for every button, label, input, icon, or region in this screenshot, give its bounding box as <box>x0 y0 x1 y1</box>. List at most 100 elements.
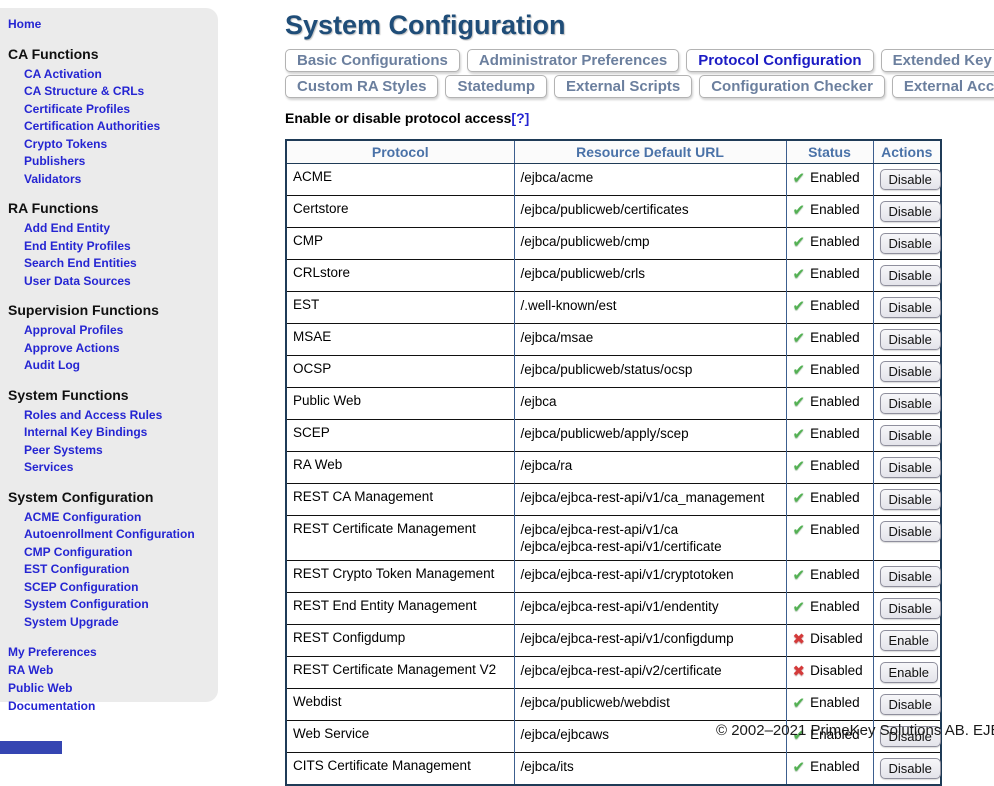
table-row-ra-web: RA Web/ejbca/ra ✔ Enabled Disable <box>285 451 942 484</box>
disable-button-rest-crypto-token-management[interactable]: Disable <box>879 566 941 587</box>
protocol-status: ✔ Enabled <box>785 515 874 561</box>
sidebar-item-internal-key-bindings[interactable]: Internal Key Bindings <box>24 425 148 439</box>
disable-button-ocsp[interactable]: Disable <box>879 361 941 382</box>
protocol-action-cell: Enable <box>872 624 942 657</box>
sidebar-footer-links: My Preferences RA Web Public Web Documentat… <box>8 643 212 715</box>
sidebar-item-ca-activation[interactable]: CA Activation <box>24 66 102 81</box>
sidebar-item-system-upgrade[interactable]: System Upgrade <box>24 614 119 629</box>
tab-statedump[interactable]: Statedump <box>445 75 547 98</box>
protocol-action-cell: Disable <box>872 227 942 260</box>
sidebar-item-home[interactable]: Home <box>8 17 42 31</box>
disable-button-public-web[interactable]: Disable <box>879 393 941 414</box>
url-line: /ejbca/ejbcaws <box>520 727 610 742</box>
disable-button-cmp[interactable]: Disable <box>879 233 941 254</box>
sidebar-item-cmp-configuration[interactable]: CMP Configuration <box>24 544 133 559</box>
protocol-name: EST <box>285 291 515 324</box>
status-text: Enabled <box>810 727 860 742</box>
protocol-action-cell: Enable <box>872 656 942 689</box>
status-check-icon: ✔ <box>792 298 806 315</box>
url-line: /.well-known/est <box>520 298 617 313</box>
disable-button-rest-ca-management[interactable]: Disable <box>879 489 941 510</box>
sidebar-item-audit-log[interactable]: Audit Log <box>24 358 80 372</box>
help-link[interactable]: [?] <box>511 110 530 126</box>
footer-band <box>0 741 62 754</box>
sidebar-item-est-configuration[interactable]: EST Configuration <box>24 562 130 576</box>
sidebar-item-my-preferences[interactable]: My Preferences <box>8 645 97 659</box>
protocol-name: Public Web <box>285 387 515 420</box>
disable-button-crlstore[interactable]: Disable <box>879 265 941 286</box>
copyright-footer: © 2002–2021 PrimeKey Solutions AB. EJB <box>716 722 994 739</box>
sidebar-section-title-ra-functions: RA Functions <box>8 200 99 216</box>
tab-custom-ra-styles[interactable]: Custom RA Styles <box>285 75 439 98</box>
sidebar-item-publishers[interactable]: Publishers <box>24 154 86 168</box>
sidebar-item-ra-web[interactable]: RA Web <box>8 663 54 677</box>
sidebar-item-ca-structure-crls[interactable]: CA Structure & CRLs <box>24 84 145 98</box>
sidebar-section-title-supervision-functions: Supervision Functions <box>8 302 159 318</box>
disable-button-cits-certificate-management[interactable]: Disable <box>879 758 941 779</box>
disable-button-msae[interactable]: Disable <box>879 329 941 350</box>
tab-configuration-checker[interactable]: Configuration Checker <box>699 75 885 98</box>
protocol-action-cell: Disable <box>872 752 942 785</box>
enable-button-rest-configdump[interactable]: Enable <box>879 630 938 651</box>
protocol-action-cell: Disable <box>872 163 942 196</box>
table-row-rest-crypto-token-management: REST Crypto Token Management/ejbca/ejbca… <box>285 560 942 593</box>
protocol-name: SCEP <box>285 419 515 452</box>
protocol-action-cell: Disable <box>872 259 942 292</box>
tab-administrator-preferences[interactable]: Administrator Preferences <box>466 49 680 72</box>
disable-button-est[interactable]: Disable <box>879 297 941 318</box>
protocol-action-cell: Disable <box>872 419 942 452</box>
sidebar-item-roles-and-access-rules[interactable]: Roles and Access Rules <box>24 407 163 422</box>
enable-button-rest-certificate-management-v2[interactable]: Enable <box>879 662 938 683</box>
sidebar-item-approve-actions[interactable]: Approve Actions <box>24 340 120 355</box>
sidebar-item-scep-configuration[interactable]: SCEP Configuration <box>24 579 139 594</box>
table-row-cmp: CMP/ejbca/publicweb/cmp ✔ Enabled Disable <box>285 227 942 260</box>
protocol-url: /ejbca/publicweb/cmp <box>513 227 787 260</box>
disable-button-web-service[interactable]: Disable <box>879 726 941 747</box>
protocol-name: REST End Entity Management <box>285 592 515 625</box>
disable-button-webdist[interactable]: Disable <box>879 694 941 715</box>
sidebar: Home CA Functions CA Activation CA Structu… <box>0 8 218 713</box>
status-text: Enabled <box>810 426 860 441</box>
sidebar-item-user-data-sources[interactable]: User Data Sources <box>24 273 131 288</box>
protocol-status: ✔ Enabled <box>785 720 874 753</box>
tab-external-scripts[interactable]: External Scripts <box>554 75 693 98</box>
protocol-url: /ejbca/ejbcaws <box>513 720 787 753</box>
table-row-est: EST /.well-known/est ✔ Enabled Disable <box>285 291 942 324</box>
sidebar-item-validators[interactable]: Validators <box>24 171 82 186</box>
tab-protocol-configuration[interactable]: Protocol Configuration <box>686 49 874 72</box>
status-check-icon: ✔ <box>792 330 806 347</box>
status-text: Enabled <box>810 170 860 185</box>
table-row-ocsp: OCSP/ejbca/publicweb/status/ocsp ✔ Enabled… <box>285 355 942 388</box>
sidebar-section-items-system-configuration: ACME Configuration Autoenrollment Configu… <box>24 509 212 632</box>
sidebar-item-system-configuration[interactable]: System Configuration <box>24 597 149 611</box>
protocol-name: Certstore <box>285 195 515 228</box>
sidebar-item-documentation[interactable]: Documentation <box>8 699 96 713</box>
sidebar-item-add-end-entity[interactable]: Add End Entity <box>24 221 110 235</box>
sidebar-item-public-web[interactable]: Public Web <box>8 681 73 695</box>
table-row-acme: ACME/ejbca/acme ✔ Enabled Disable <box>285 163 942 196</box>
sidebar-item-search-end-entities[interactable]: Search End Entities <box>24 256 137 270</box>
sidebar-item-certification-authorities[interactable]: Certification Authorities <box>24 119 161 133</box>
sidebar-item-certificate-profiles[interactable]: Certificate Profiles <box>24 101 131 116</box>
protocol-name: REST Crypto Token Management <box>285 560 515 593</box>
sidebar-item-peer-systems[interactable]: Peer Systems <box>24 442 103 457</box>
sidebar-item-end-entity-profiles[interactable]: End Entity Profiles <box>24 238 131 253</box>
tab-extended-key[interactable]: Extended Key <box>880 49 994 72</box>
sidebar-item-crypto-tokens[interactable]: Crypto Tokens <box>24 136 108 151</box>
status-check-icon: ✔ <box>792 695 806 712</box>
sidebar-item-acme-configuration[interactable]: ACME Configuration <box>24 509 142 524</box>
disable-button-acme[interactable]: Disable <box>879 169 941 190</box>
disable-button-rest-end-entity-management[interactable]: Disable <box>879 598 941 619</box>
protocol-url: /ejbca/publicweb/webdist <box>513 688 787 721</box>
disable-button-ra-web[interactable]: Disable <box>879 457 941 478</box>
disable-button-certstore[interactable]: Disable <box>879 201 941 222</box>
sidebar-item-services[interactable]: Services <box>24 460 74 474</box>
tab-basic-configurations[interactable]: Basic Configurations <box>285 49 460 72</box>
sidebar-item-autoenrollment-configuration[interactable]: Autoenrollment Configuration <box>24 527 195 541</box>
disable-button-scep[interactable]: Disable <box>879 425 941 446</box>
sidebar-item-approval-profiles[interactable]: Approval Profiles <box>24 323 124 337</box>
disable-button-rest-certificate-management[interactable]: Disable <box>879 521 941 542</box>
tab-external-acco[interactable]: External Acco <box>891 75 994 98</box>
sidebar-section-title-system-functions: System Functions <box>8 386 129 403</box>
status-text: Enabled <box>810 330 860 345</box>
